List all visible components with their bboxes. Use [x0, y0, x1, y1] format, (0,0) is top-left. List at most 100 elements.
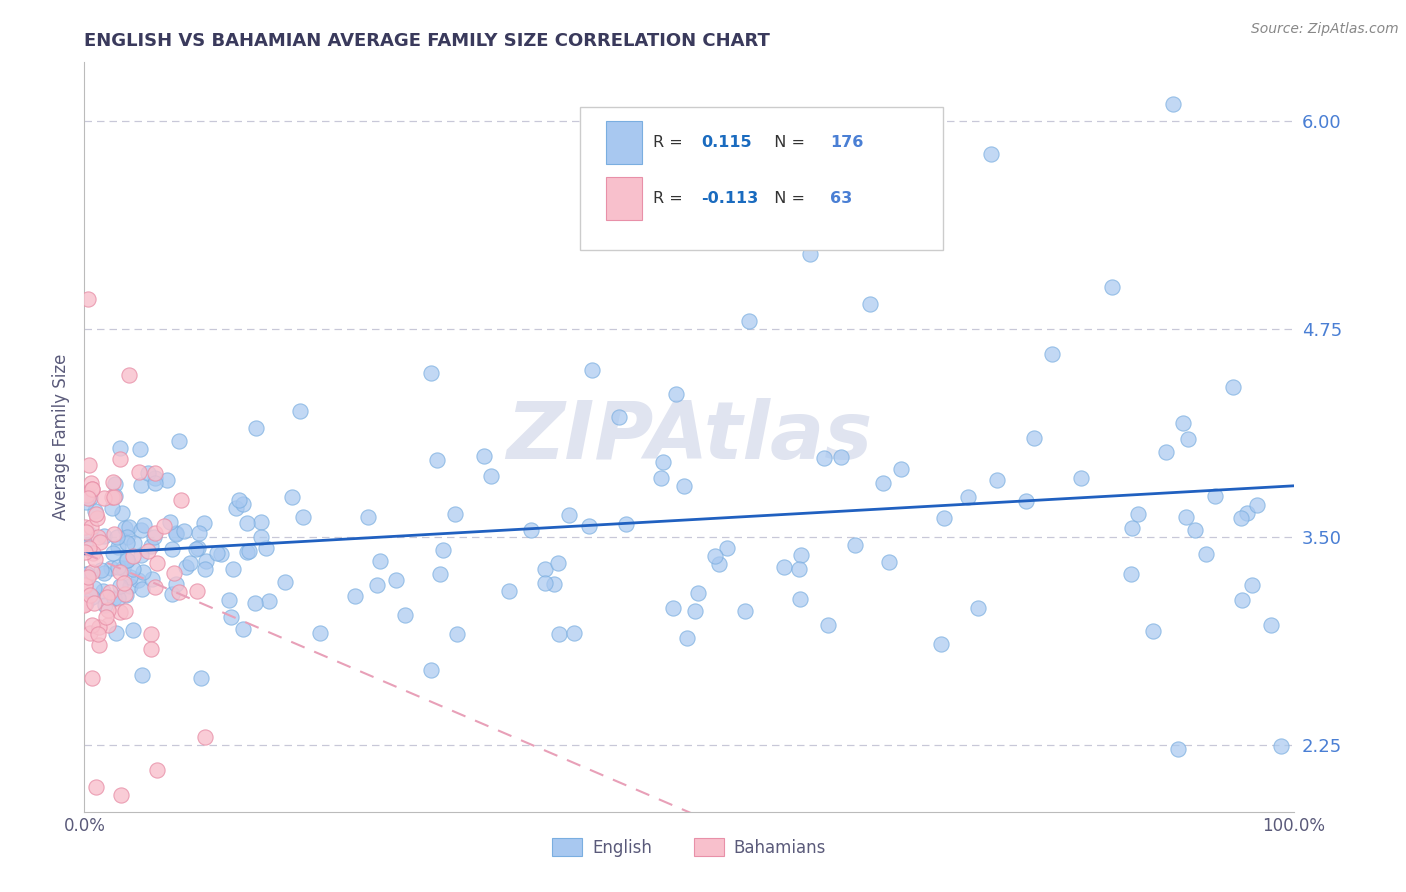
Point	[709, 558, 731, 572]
Point	[93, 491, 115, 505]
Point	[127, 573, 149, 587]
Point	[179, 556, 201, 570]
Point	[520, 523, 543, 537]
Point	[534, 576, 557, 591]
Point	[89, 638, 111, 652]
Point	[84, 508, 107, 522]
Point	[557, 508, 579, 522]
Point	[114, 603, 136, 617]
Point	[111, 560, 134, 574]
Point	[225, 500, 247, 515]
Point	[578, 518, 600, 533]
Point	[97, 603, 120, 617]
Point	[1260, 618, 1282, 632]
Point	[830, 450, 852, 464]
Point	[110, 605, 132, 619]
Point	[547, 627, 569, 641]
Point	[112, 575, 135, 590]
Point	[79, 625, 101, 640]
Point	[543, 576, 565, 591]
Point	[966, 600, 988, 615]
Point	[141, 572, 163, 586]
Point	[76, 292, 98, 306]
Point	[75, 597, 97, 611]
Point	[156, 473, 179, 487]
Text: N =: N =	[763, 136, 810, 150]
Point	[222, 562, 245, 576]
Point	[394, 608, 416, 623]
Point	[1270, 739, 1292, 754]
Point	[115, 535, 138, 549]
Point	[121, 549, 143, 563]
Point	[77, 569, 100, 583]
Point	[79, 588, 101, 602]
Point	[101, 475, 124, 489]
Point	[89, 535, 111, 549]
Point	[94, 609, 117, 624]
Point	[80, 565, 103, 579]
Point	[129, 548, 152, 562]
Point	[1175, 510, 1198, 524]
Point	[139, 627, 162, 641]
Point	[956, 490, 979, 504]
Point	[1126, 507, 1149, 521]
Point	[1070, 471, 1092, 485]
Point	[184, 542, 207, 557]
Point	[79, 476, 101, 491]
Point	[143, 466, 166, 480]
Point	[87, 529, 110, 543]
Point	[93, 529, 115, 543]
Point	[100, 561, 122, 575]
Point	[472, 450, 495, 464]
Point	[80, 590, 103, 604]
Point	[1119, 567, 1142, 582]
Point	[93, 599, 115, 613]
Point	[1222, 380, 1244, 394]
FancyBboxPatch shape	[581, 107, 943, 250]
Point	[132, 566, 155, 580]
Text: R =: R =	[652, 191, 688, 206]
Point	[76, 487, 98, 501]
Point	[228, 492, 250, 507]
Point	[245, 596, 267, 610]
Point	[115, 553, 138, 567]
Point	[167, 585, 190, 599]
Point	[173, 524, 195, 538]
Point	[73, 545, 96, 559]
Point	[250, 530, 273, 544]
Point	[111, 506, 134, 520]
Point	[124, 535, 146, 549]
Point	[1204, 489, 1226, 503]
Point	[105, 530, 128, 544]
Point	[86, 511, 108, 525]
Point	[614, 516, 637, 531]
Point	[249, 516, 271, 530]
Point	[128, 465, 150, 479]
Point	[789, 592, 811, 607]
Point	[167, 434, 190, 448]
Point	[174, 560, 197, 574]
Point	[75, 597, 97, 611]
Point	[734, 604, 756, 618]
Point	[110, 579, 132, 593]
Point	[84, 504, 107, 518]
Point	[676, 632, 699, 646]
Point	[76, 567, 98, 582]
Point	[650, 471, 672, 485]
Point	[344, 589, 367, 603]
Point	[104, 489, 127, 503]
Point	[859, 297, 882, 311]
Point	[103, 591, 125, 605]
Point	[190, 671, 212, 685]
Point	[420, 663, 443, 677]
Point	[146, 556, 169, 570]
Point	[82, 546, 104, 560]
Point	[281, 490, 304, 504]
Point	[209, 547, 232, 561]
Point	[1230, 592, 1253, 607]
Point	[118, 520, 141, 534]
Point	[1015, 494, 1038, 508]
Point	[103, 527, 125, 541]
Point	[76, 495, 98, 509]
Point	[193, 516, 215, 531]
